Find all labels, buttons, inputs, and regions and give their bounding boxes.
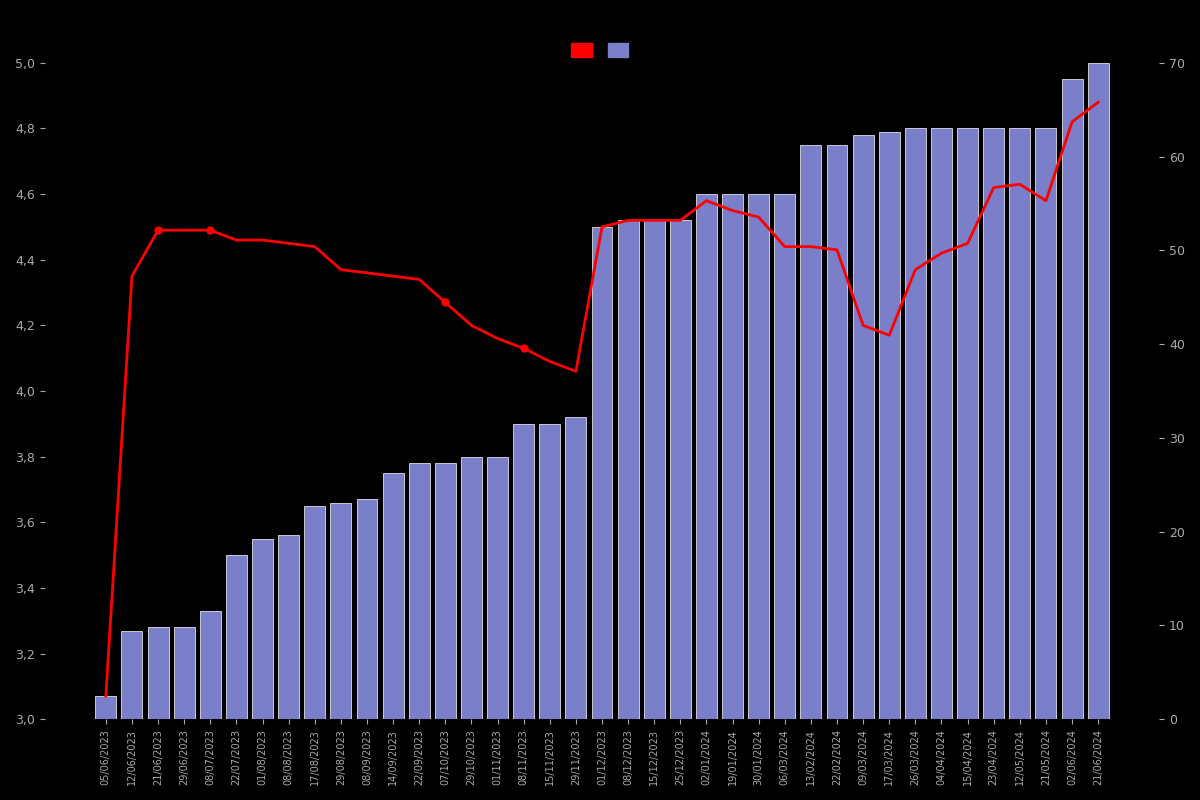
Legend: , : , — [566, 37, 638, 63]
Bar — [827, 145, 847, 800]
Bar — [487, 457, 508, 800]
Bar — [618, 220, 638, 800]
Bar — [722, 194, 743, 800]
Bar — [305, 506, 325, 800]
Bar — [148, 627, 168, 800]
Bar — [1087, 63, 1109, 800]
Bar — [539, 424, 560, 800]
Bar — [200, 611, 221, 800]
Bar — [749, 194, 769, 800]
Bar — [774, 194, 796, 800]
Bar — [461, 457, 482, 800]
Bar — [983, 129, 1004, 800]
Bar — [330, 502, 352, 800]
Bar — [252, 538, 272, 800]
Bar — [565, 418, 587, 800]
Bar — [383, 473, 403, 800]
Bar — [696, 194, 716, 800]
Bar — [121, 630, 143, 800]
Bar — [800, 145, 821, 800]
Bar — [278, 535, 299, 800]
Bar — [356, 499, 378, 800]
Bar — [853, 135, 874, 800]
Bar — [514, 424, 534, 800]
Bar — [905, 129, 926, 800]
Bar — [409, 463, 430, 800]
Bar — [592, 227, 612, 800]
Bar — [1009, 129, 1031, 800]
Bar — [643, 220, 665, 800]
Bar — [1036, 129, 1056, 800]
Bar — [434, 463, 456, 800]
Bar — [670, 220, 691, 800]
Bar — [958, 129, 978, 800]
Bar — [95, 696, 116, 800]
Bar — [226, 555, 247, 800]
Bar — [878, 132, 900, 800]
Bar — [931, 129, 952, 800]
Bar — [1062, 79, 1082, 800]
Bar — [174, 627, 194, 800]
